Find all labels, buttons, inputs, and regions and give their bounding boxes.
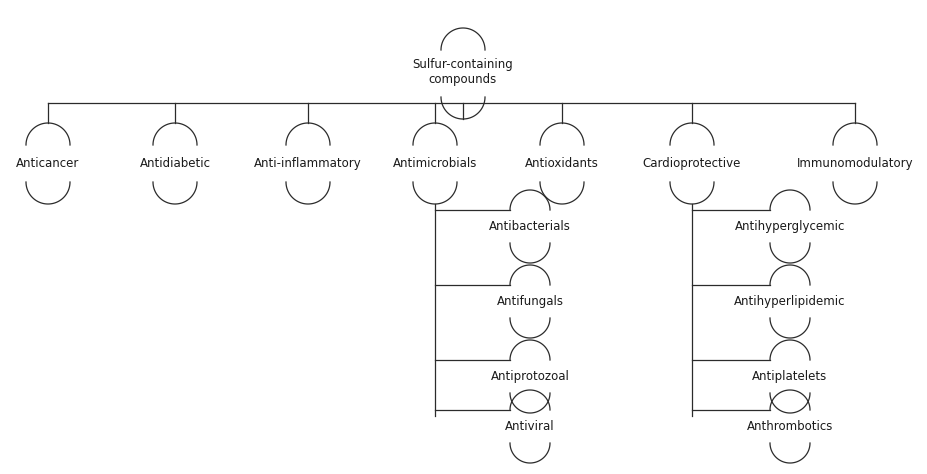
Text: Anthrombotics: Anthrombotics	[747, 420, 833, 433]
Text: Anticancer: Anticancer	[17, 157, 80, 170]
Text: Antioxidants: Antioxidants	[525, 157, 599, 170]
Text: Cardioprotective: Cardioprotective	[642, 157, 742, 170]
Text: Immunomodulatory: Immunomodulatory	[796, 157, 913, 170]
Text: Antihyperglycemic: Antihyperglycemic	[735, 220, 845, 233]
Text: Antidiabetic: Antidiabetic	[139, 157, 210, 170]
Text: Antibacterials: Antibacterials	[489, 220, 571, 233]
Text: Antiviral: Antiviral	[505, 420, 555, 433]
Text: Antihyperlipidemic: Antihyperlipidemic	[734, 295, 845, 308]
Text: Antifungals: Antifungals	[497, 295, 564, 308]
Text: Antiplatelets: Antiplatelets	[753, 370, 828, 383]
Text: Sulfur-containing
compounds: Sulfur-containing compounds	[413, 58, 514, 86]
Text: Antiprotozoal: Antiprotozoal	[490, 370, 569, 383]
Text: Anti-inflammatory: Anti-inflammatory	[254, 157, 362, 170]
Text: Antimicrobials: Antimicrobials	[393, 157, 477, 170]
